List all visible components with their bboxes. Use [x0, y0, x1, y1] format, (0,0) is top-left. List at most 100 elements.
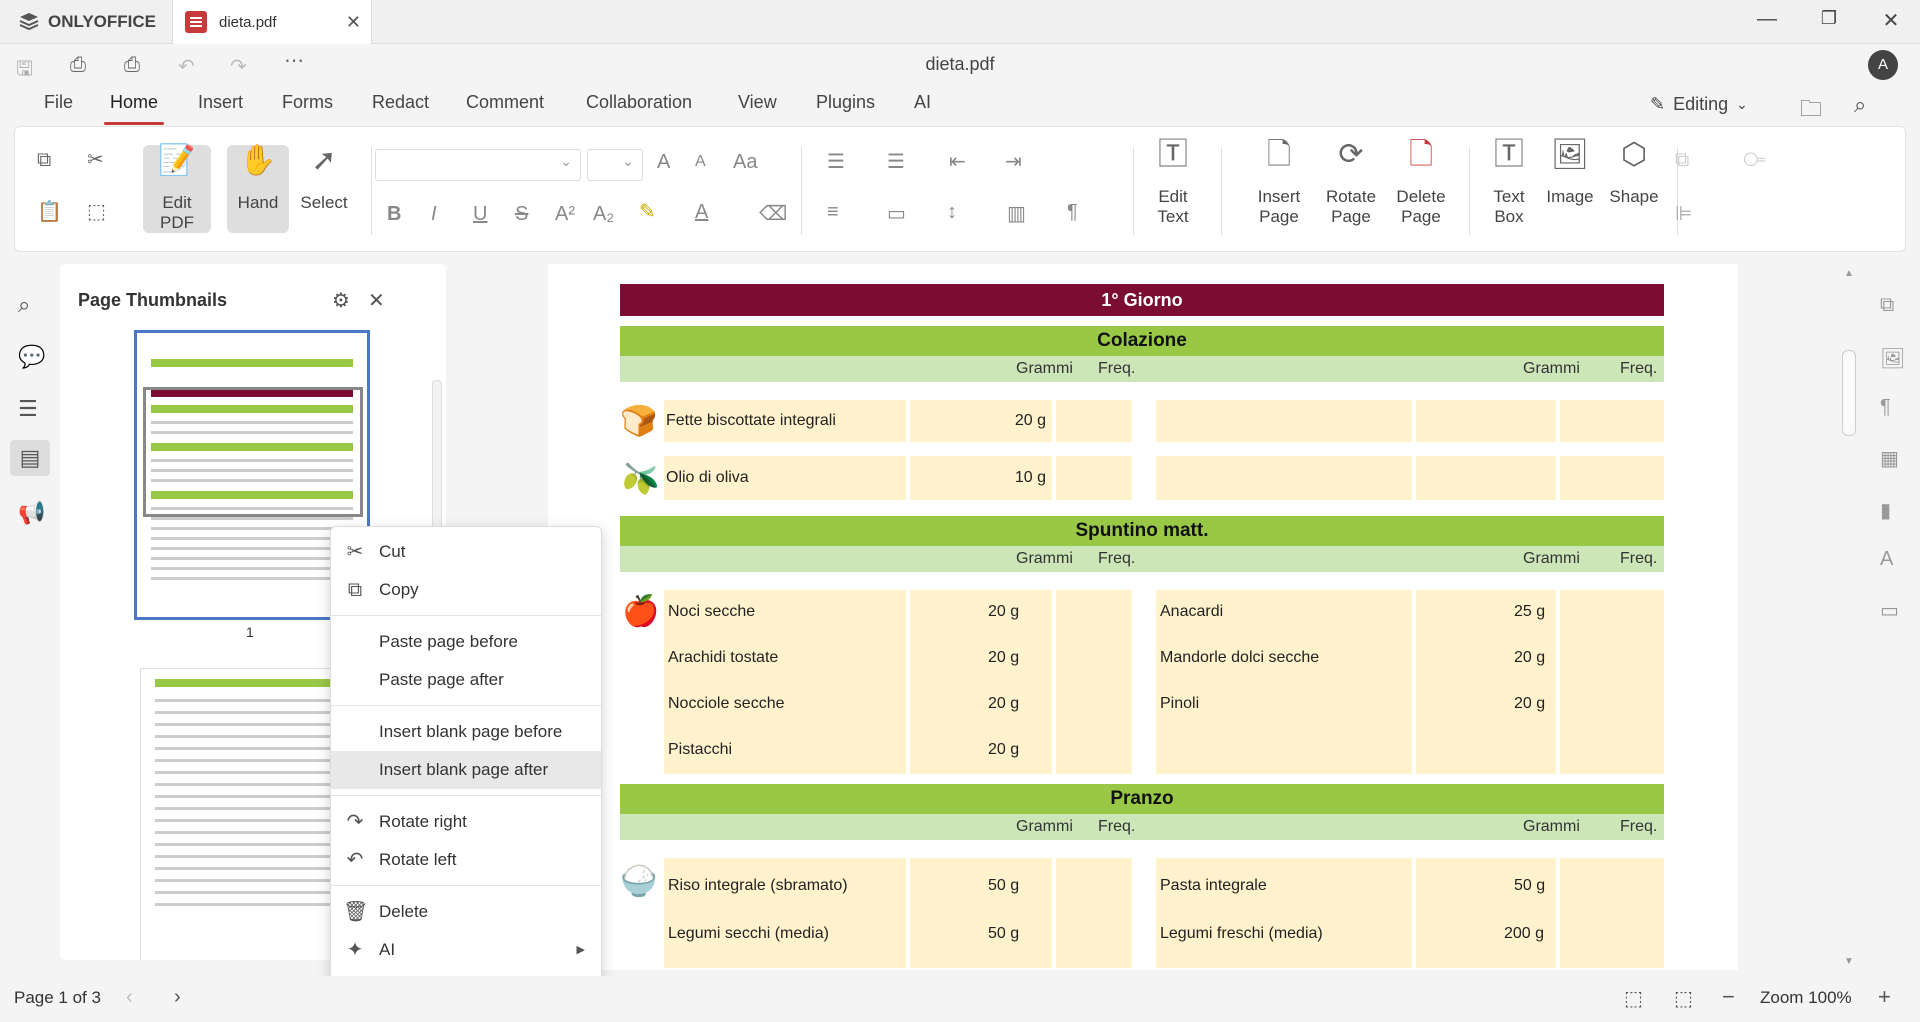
subscript-icon[interactable]: A₂	[593, 203, 615, 225]
bold-icon[interactable]: B	[387, 203, 402, 225]
scrollbar-thumb[interactable]	[1842, 350, 1856, 436]
zoom-out-icon[interactable]: −	[1722, 984, 1735, 1009]
tab-ai[interactable]: AI	[914, 92, 932, 112]
editing-mode-dropdown[interactable]: ✎ Editing ⌄	[1650, 94, 1748, 115]
thumbnails-icon[interactable]: ▤	[10, 440, 50, 476]
font-color-icon[interactable]: A	[695, 201, 709, 223]
zoom-in-icon[interactable]: +	[1878, 984, 1891, 1009]
page-thumbnail-1[interactable]	[134, 330, 370, 620]
viewport-indicator[interactable]	[143, 387, 363, 517]
document-viewport[interactable]: 1° Giorno Colazione Grammi Freq. Grammi …	[446, 258, 1846, 970]
close-window-icon[interactable]: ✕	[1882, 10, 1900, 32]
tab-redact[interactable]: Redact	[372, 92, 430, 112]
search-sidebar-icon[interactable]: ⌕	[18, 292, 31, 317]
shape-button[interactable]: ⬡ Shape	[1601, 140, 1667, 233]
rotate-right-menu-item[interactable]: ↷ Rotate right	[331, 803, 601, 841]
form-settings-icon[interactable]: ▭	[1880, 600, 1899, 622]
clear-style-icon[interactable]: ⌫	[759, 203, 788, 225]
tab-insert[interactable]: Insert	[198, 92, 244, 112]
increase-font-icon[interactable]: A	[657, 151, 671, 173]
tab-view[interactable]: View	[738, 92, 777, 112]
hand-tool-button[interactable]: ✋ Hand	[227, 145, 289, 233]
tab-home[interactable]: Home	[103, 92, 165, 125]
minimize-icon[interactable]: —	[1757, 8, 1777, 30]
page-thumbnail-2[interactable]	[140, 668, 364, 960]
highlight-icon[interactable]: ✎	[639, 201, 656, 223]
restore-icon[interactable]: ❐	[1820, 8, 1838, 28]
fit-page-icon[interactable]: ⬚	[1624, 988, 1643, 1010]
text-art-settings-icon[interactable]: A	[1880, 548, 1894, 570]
insert-page-button[interactable]: 🗋 Insert Page	[1241, 140, 1317, 233]
tab-comment[interactable]: Comment	[466, 92, 545, 112]
superscript-icon[interactable]: A²	[555, 203, 575, 225]
font-size-select[interactable]	[587, 149, 643, 181]
next-page-icon[interactable]: ›	[174, 986, 181, 1008]
paste-page-before-menu-item[interactable]: Paste page before	[379, 632, 518, 651]
paste-page-after-menu-item[interactable]: Paste page after	[379, 670, 504, 689]
align-left-icon[interactable]: ≡	[827, 201, 839, 223]
insert-blank-page-after-menu-item[interactable]: Insert blank page after	[331, 751, 601, 789]
more-icon[interactable]: ⋯	[284, 50, 304, 72]
numbering-icon[interactable]: ☰	[887, 151, 905, 173]
italic-icon[interactable]: I	[431, 203, 437, 225]
delete-menu-item[interactable]: 🗑 Delete	[331, 893, 601, 931]
tab-file[interactable]: File	[44, 92, 74, 112]
underline-icon[interactable]: U	[473, 203, 488, 225]
thumbnail-settings-icon[interactable]: ⚙	[332, 290, 350, 312]
close-panel-icon[interactable]: ✕	[368, 290, 385, 312]
line-spacing-icon[interactable]: ↕	[947, 201, 957, 223]
align-shapes-icon[interactable]: ⊫	[1675, 203, 1693, 225]
edit-text-button[interactable]: 🅃 Edit Text	[1141, 140, 1205, 233]
font-family-select[interactable]	[375, 149, 581, 181]
increase-indent-icon[interactable]: ⇥	[1005, 151, 1022, 173]
cut-icon[interactable]: ✂	[87, 149, 104, 171]
document-tab[interactable]: dieta.pdf ✕	[172, 0, 372, 44]
search-icon[interactable]: ⌕	[1854, 92, 1867, 117]
scroll-up-icon[interactable]: ▲	[1844, 268, 1854, 279]
undo-icon[interactable]: ↶	[178, 56, 195, 78]
redo-icon[interactable]: ↷	[230, 56, 247, 78]
copy-menu-item[interactable]: ⧉ Copy	[331, 571, 601, 609]
arrange-icon[interactable]: ⧉	[1675, 149, 1690, 171]
decrease-font-icon[interactable]: A	[695, 153, 706, 170]
previous-page-icon[interactable]: ‹	[126, 986, 133, 1008]
image-settings-icon[interactable]: 🖼	[1880, 348, 1906, 370]
decrease-indent-icon[interactable]: ⇤	[949, 151, 966, 173]
vertical-align-icon[interactable]: ▭	[887, 203, 906, 225]
delete-page-button[interactable]: 🗋 Delete Page	[1383, 140, 1459, 233]
chart-settings-icon[interactable]: ▮	[1880, 500, 1892, 522]
fit-width-icon[interactable]: ⬚	[1674, 988, 1693, 1010]
quick-print-icon[interactable]: ⎙	[124, 54, 140, 76]
select-all-icon[interactable]: ⬚	[87, 201, 106, 223]
feedback-icon[interactable]: 📢	[18, 500, 46, 525]
zoom-level[interactable]: Zoom 100%	[1760, 988, 1852, 1007]
print-icon[interactable]: ⎙	[70, 54, 86, 76]
cut-menu-item[interactable]: ✂ Cut	[331, 533, 601, 571]
shape-settings-icon[interactable]: ⧉	[1880, 294, 1895, 316]
save-icon[interactable]: 🖫	[16, 58, 34, 80]
rotate-page-button[interactable]: ⟳ Rotate Page	[1313, 140, 1389, 233]
select-tool-button[interactable]: ➚ Select	[291, 145, 357, 233]
copy-icon[interactable]: ⧉	[37, 149, 52, 171]
bullets-icon[interactable]: ☰	[827, 151, 845, 173]
tab-collaboration[interactable]: Collaboration	[586, 92, 693, 112]
paragraph-settings-icon[interactable]: ¶	[1067, 201, 1078, 223]
comments-icon[interactable]: 💬	[18, 344, 46, 369]
scroll-down-icon[interactable]: ▼	[1844, 956, 1854, 967]
strikethrough-icon[interactable]: S	[515, 203, 529, 225]
navigation-icon[interactable]: ☰	[18, 396, 38, 421]
paste-icon[interactable]: 📋	[37, 201, 62, 223]
paragraph-settings-icon[interactable]: ¶	[1880, 396, 1891, 418]
document-scrollbar[interactable]: ▲ ▼	[1838, 264, 1860, 970]
close-tab-icon[interactable]: ✕	[345, 12, 361, 32]
rotate-left-menu-item[interactable]: ↶ Rotate left	[331, 841, 601, 879]
open-file-location-icon[interactable]: 🗀	[1800, 96, 1823, 121]
avatar[interactable]: A	[1868, 50, 1898, 80]
edit-pdf-button[interactable]: 📝 Edit PDF	[143, 145, 211, 233]
group-icon[interactable]: ⧃	[1743, 149, 1766, 171]
image-button[interactable]: 🖼 Image	[1537, 140, 1603, 233]
ai-menu-item[interactable]: ✦ AI ▶	[331, 931, 601, 969]
table-settings-icon[interactable]: ▦	[1880, 448, 1899, 470]
tab-plugins[interactable]: Plugins	[816, 92, 876, 112]
insert-blank-page-before-menu-item[interactable]: Insert blank page before	[379, 722, 563, 741]
